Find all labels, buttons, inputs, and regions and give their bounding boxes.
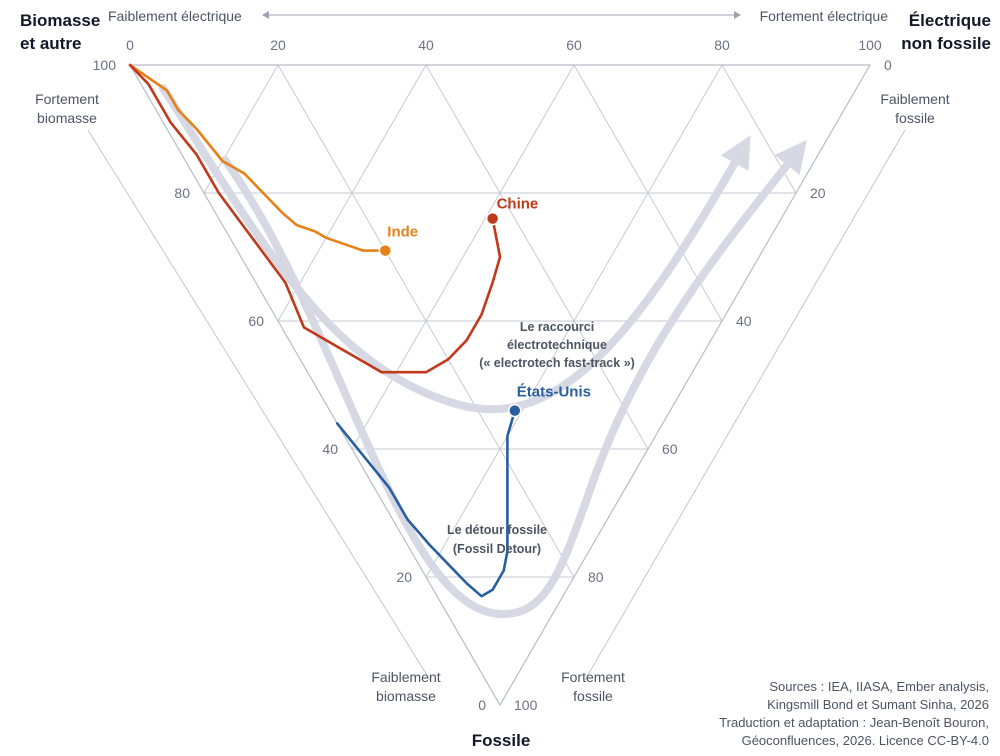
- tick-electric-20: 20: [270, 37, 286, 53]
- series-label-2: États-Unis: [517, 384, 591, 401]
- grid-line-biomass-60: [277, 64, 427, 322]
- tick-electric-40: 40: [418, 37, 434, 53]
- tick-electric-0: 0: [126, 37, 134, 53]
- guide-line-left: [87, 129, 431, 681]
- annotation-fast-track-1: Le raccourci: [520, 320, 594, 334]
- tick-biomass-60: 60: [248, 313, 264, 329]
- annotation-detour-2: (Fossil Detour): [453, 542, 541, 556]
- tick-fossil-100: 100: [514, 697, 538, 713]
- tick-fossil-40: 40: [736, 313, 752, 329]
- tick-labels: 0 20 40 60 80 100 100 80 60 40 20 0 0 20 40 60 80 100: [93, 37, 892, 713]
- outer-guides: [87, 129, 906, 681]
- guide-line-right: [584, 129, 906, 681]
- series-label-0: Inde: [387, 224, 418, 241]
- tick-electric-100: 100: [858, 37, 882, 53]
- corner-label-fossil: Fossile: [472, 731, 531, 750]
- label-strong-biomass-1: Fortement: [35, 91, 99, 107]
- source-line-4: Géoconfluences, 2026. Licence CC-BY-4.0: [742, 733, 989, 748]
- series-endpoint-2: [508, 403, 522, 418]
- tick-biomass-20: 20: [396, 569, 412, 585]
- triangle-frame: [128, 64, 872, 707]
- series-line-0: [128, 63, 387, 252]
- tick-fossil-0: 0: [884, 57, 892, 73]
- tick-fossil-20: 20: [810, 185, 826, 201]
- annotation-fast-track-2: électrotechnique: [507, 338, 607, 352]
- pathway-arrows: [159, 84, 807, 619]
- tick-fossil-80: 80: [588, 569, 604, 585]
- corner-label-electric-1: Électrique: [909, 11, 991, 30]
- tick-fossil-60: 60: [662, 441, 678, 457]
- source-line-1: Sources : IEA, IIASA, Ember analysis,: [769, 679, 989, 694]
- grid-lines: [203, 64, 797, 578]
- label-strong-fossil-1: Fortement: [561, 669, 625, 685]
- annotation-detour-1: Le détour fossile: [447, 523, 547, 537]
- label-strong-fossil-2: fossile: [573, 688, 613, 704]
- corner-label-electric-2: non fossile: [901, 34, 991, 53]
- source-line-2: Kingsmill Bond et Sumant Sinha, 2026: [767, 697, 989, 712]
- fossil-detour-pathway: [221, 139, 807, 619]
- annotation-fast-track-3: (« electrotech fast-track »): [479, 356, 635, 370]
- series-line-1: [128, 63, 502, 374]
- series-layer: Inde Chine États-Unis: [128, 63, 591, 598]
- series-line-2: [335, 409, 517, 598]
- top-direction-arrow: [262, 11, 741, 19]
- corner-label-biomass-2: et autre: [20, 34, 81, 53]
- series-endpoint-1: [485, 211, 500, 226]
- tick-biomass-0: 0: [478, 697, 486, 713]
- label-strong-biomass-2: biomasse: [37, 110, 97, 126]
- tick-electric-80: 80: [714, 37, 730, 53]
- grid-line-biomass-40: [351, 64, 575, 450]
- corner-label-biomass-1: Biomasse: [20, 11, 100, 30]
- tick-biomass-100: 100: [93, 57, 117, 73]
- label-weak-biomass-1: Faiblement: [371, 669, 440, 685]
- label-strong-electric: Fortement électrique: [760, 8, 889, 24]
- label-weak-biomass-2: biomasse: [376, 688, 436, 704]
- tick-biomass-80: 80: [174, 185, 190, 201]
- grid-line-electric-40: [425, 64, 649, 450]
- tick-electric-60: 60: [566, 37, 582, 53]
- tick-biomass-40: 40: [322, 441, 338, 457]
- series-endpoint-0: [378, 243, 393, 258]
- label-weak-fossil-2: fossile: [895, 110, 935, 126]
- source-line-3: Traduction et adaptation : Jean-Benoît B…: [719, 715, 989, 730]
- label-weak-electric: Faiblement électrique: [108, 8, 242, 24]
- fast-track-pathway: [159, 84, 751, 414]
- series-label-1: Chine: [497, 196, 539, 213]
- label-weak-fossil-1: Faiblement: [880, 91, 949, 107]
